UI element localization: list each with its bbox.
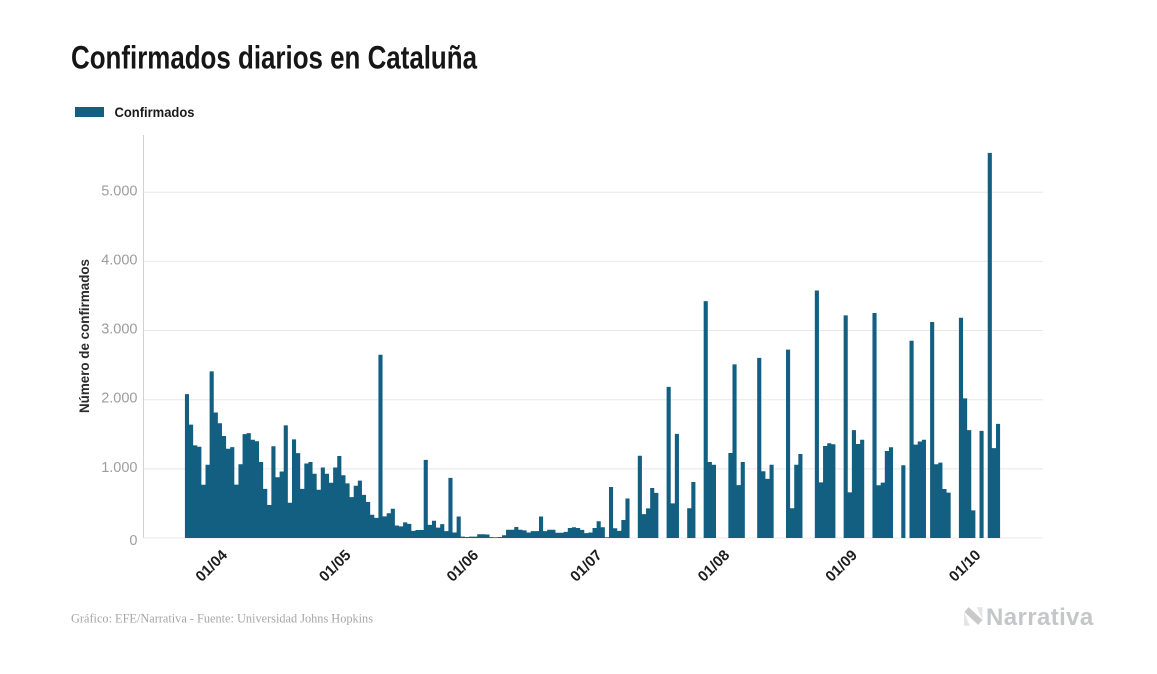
svg-text:5.000: 5.000 — [101, 183, 137, 199]
svg-text:1.000: 1.000 — [101, 460, 137, 476]
svg-text:0: 0 — [129, 533, 137, 549]
svg-text:Confirmados diarios en Cataluñ: Confirmados diarios en Cataluña — [71, 40, 477, 76]
svg-text:2.000: 2.000 — [101, 391, 137, 407]
svg-text:Narrativa: Narrativa — [986, 604, 1094, 631]
svg-text:3.000: 3.000 — [101, 322, 137, 338]
svg-text:Número de confirmados: Número de confirmados — [77, 259, 92, 413]
svg-text:Confirmados: Confirmados — [115, 104, 195, 120]
svg-text:4.000: 4.000 — [101, 252, 137, 268]
svg-text:Gráfico: EFE/Narrativa - Fuent: Gráfico: EFE/Narrativa - Fuente: Univers… — [71, 610, 373, 625]
